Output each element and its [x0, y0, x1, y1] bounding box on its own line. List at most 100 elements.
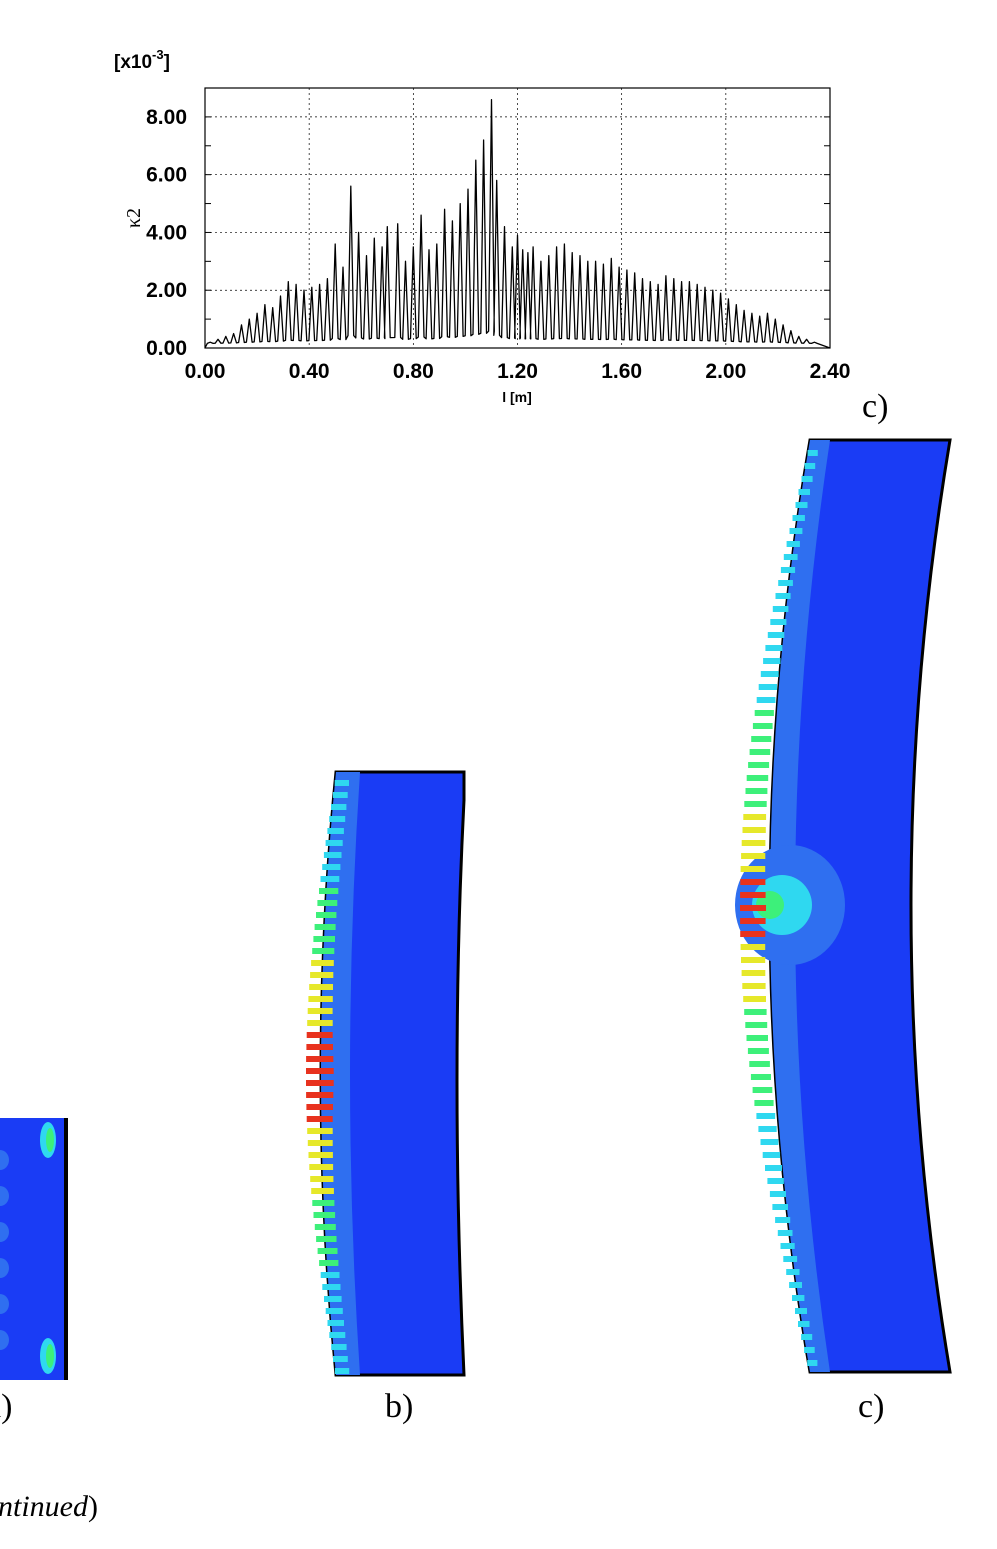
- panel-b-stripe: [310, 1176, 334, 1182]
- panel-b-stripe: [322, 1284, 341, 1290]
- panel-b-stripe: [313, 1212, 336, 1218]
- panel-c-stripe: [792, 1295, 805, 1301]
- panel-c-stripe: [750, 1074, 771, 1080]
- panel-c-stripe: [778, 580, 793, 586]
- panel-c-stripe: [795, 1308, 807, 1314]
- panel-c-stripe: [746, 1035, 768, 1041]
- panel-c-stripe: [748, 762, 770, 768]
- panel-b-stripe: [306, 1092, 334, 1098]
- panel-c-stripe: [762, 1152, 781, 1158]
- panel-c-stripe: [777, 1230, 793, 1236]
- panel-b-stripe: [314, 924, 336, 930]
- panel-b-stripe: [306, 1044, 333, 1050]
- panel-c-stripe: [792, 515, 805, 521]
- y-tick-label: 0.00: [146, 337, 187, 360]
- x-tick-label: 2.40: [810, 360, 851, 383]
- panel-b-stripe: [316, 1236, 337, 1242]
- panel-c-stripe: [783, 554, 798, 560]
- panel-c-stripe: [758, 684, 777, 690]
- panel-c-stripe: [745, 1022, 768, 1028]
- panel-b-stripe: [311, 1188, 334, 1194]
- panel-b-stripe: [334, 780, 349, 786]
- panel-b-stripe: [324, 1296, 342, 1302]
- x-tick-label: 2.00: [705, 360, 746, 383]
- panel-c-stripe: [741, 853, 766, 859]
- multiplier-label: [x10-3]: [114, 47, 170, 73]
- panel-b-caption: b): [385, 1388, 414, 1425]
- panel-c-stripe: [798, 489, 810, 495]
- panel-c-stripe: [754, 1100, 774, 1106]
- panel-c-stripe: [747, 1048, 769, 1054]
- panel-c-stripe: [760, 671, 779, 677]
- panel-b-stripe: [329, 1332, 346, 1338]
- panel-b-stripe: [334, 1368, 350, 1374]
- panel-b-stripe: [309, 984, 333, 990]
- panel-c-stripe: [754, 710, 774, 716]
- panel-b-stripe: [307, 1140, 333, 1146]
- panel-c-stripe: [746, 775, 769, 781]
- panel-c-stripe: [804, 1347, 815, 1353]
- panel-c-stripe: [741, 957, 766, 963]
- x-tick-label: 1.60: [601, 360, 642, 383]
- panel-b-stripe: [327, 1320, 344, 1326]
- panel-c-stripe: [783, 1256, 798, 1262]
- panel-c-stripe: [801, 476, 813, 482]
- panel-b-stripe: [312, 948, 335, 954]
- panel-c-stripe: [786, 1269, 800, 1275]
- panel-c-stripe: [756, 1113, 776, 1119]
- figure-note-close: ): [88, 1490, 98, 1523]
- panel-b-stripe: [306, 1032, 333, 1038]
- panel-b-stripe: [312, 1200, 335, 1206]
- panel-c-stripe: [789, 1282, 802, 1288]
- panel-c-stripe: [740, 892, 766, 898]
- panel-c-stripe: [743, 996, 766, 1002]
- panel-a-contour: [0, 1118, 68, 1380]
- series-line: [204, 98, 831, 349]
- panel-c-stripe: [772, 606, 789, 612]
- y-tick-label: 8.00: [146, 106, 187, 129]
- panel-c-stripe: [745, 788, 768, 794]
- panel-b-stripe: [309, 1164, 334, 1170]
- y-axis-label: κ2: [123, 208, 145, 228]
- panel-c-stripe: [767, 632, 785, 638]
- panel-b-stripe: [316, 912, 337, 918]
- panel-c-stripe: [798, 1321, 810, 1327]
- panel-c-stripe: [749, 1061, 770, 1067]
- panel-b-stripe: [314, 1224, 336, 1230]
- panel-b-stripe: [325, 1308, 343, 1314]
- panel-c-stripe: [749, 749, 771, 755]
- panel-c-stripe: [765, 645, 783, 651]
- panel-b-stripe: [306, 1116, 333, 1122]
- chart-panel-caption: c): [862, 388, 889, 425]
- panel-b-stripe: [332, 792, 348, 798]
- panel-b-stripe: [323, 852, 342, 858]
- y-tick-label: 2.00: [146, 279, 187, 302]
- panel-b-stripe: [308, 1152, 333, 1158]
- panel-c-stripe: [804, 463, 816, 469]
- panel-c-stripe: [740, 918, 766, 924]
- panel-b-stripe: [333, 1356, 348, 1362]
- panel-c-stripe: [740, 931, 766, 937]
- panel-c-stripe: [789, 528, 803, 534]
- panel-b-stripe: [322, 864, 341, 870]
- panel-c-contour: [735, 438, 952, 1374]
- panel-b-stripe: [307, 1008, 333, 1014]
- panel-b-stripe: [306, 1080, 334, 1086]
- figure-continued-note: ntinued): [0, 1490, 98, 1524]
- panel-c-stripe: [744, 1009, 767, 1015]
- panel-b-stripe: [331, 804, 347, 810]
- panel-c-stripe: [744, 801, 767, 807]
- panel-c-stripe: [758, 1126, 777, 1132]
- panel-b-stripe: [307, 1020, 333, 1026]
- panel-b-stripe: [308, 996, 333, 1002]
- panel-c-stripe: [770, 619, 787, 625]
- series-path: [204, 98, 831, 349]
- panel-b-stripe: [306, 1104, 333, 1110]
- panel-c-stripe: [740, 866, 766, 872]
- panel-c-stripe: [742, 827, 766, 833]
- panel-b-stripe: [320, 1272, 340, 1278]
- line-chart: 0.00 0.40 0.80 1.20 1.60 2.00 2.40 0.00 2.00 4.00…: [114, 47, 850, 405]
- panel-c-stripe: [795, 502, 808, 508]
- panel-b-stripe: [311, 960, 334, 966]
